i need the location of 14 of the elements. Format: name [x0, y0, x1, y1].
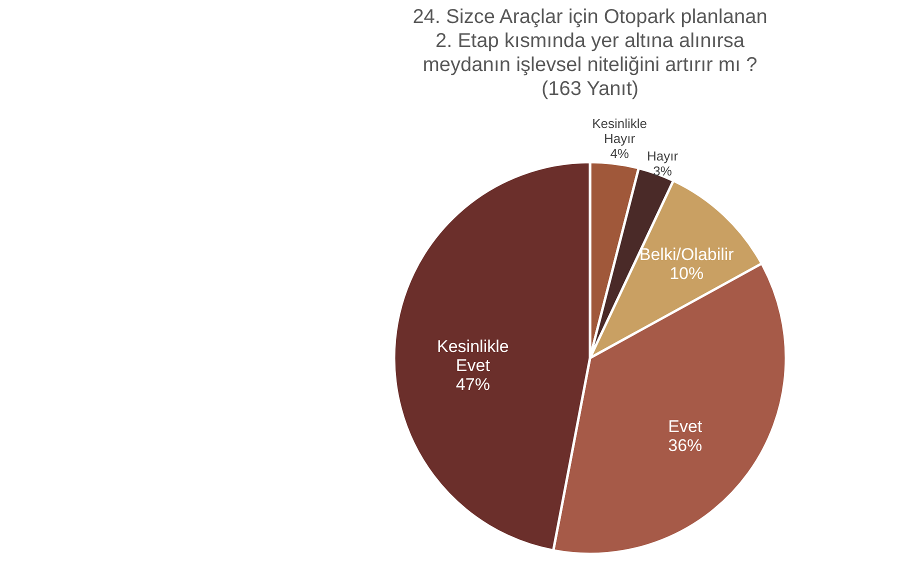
text: 2. Etap kısmında yer altına alınırsa — [435, 30, 745, 52]
data-label: 36% — [668, 436, 702, 456]
data-label: 4% — [610, 146, 630, 161]
slice-label: Evet — [668, 417, 702, 436]
slice-label: Kesinlikle Evet — [437, 336, 509, 375]
text: (163 Yanıt) — [541, 78, 639, 100]
data-label: 47% — [456, 374, 490, 394]
slice-label: Belki/Olabilir — [639, 245, 734, 264]
slice-label: Hayır — [646, 148, 679, 164]
data-label: 10% — [670, 264, 704, 284]
text: meydanın işlevsel niteliğini artırır mı ? — [422, 54, 758, 76]
slice-label: Kesinlikle Hayır — [592, 116, 648, 146]
text: 24. Sizce Araçlar için Otopark planlanan — [412, 6, 768, 28]
data-label: 3% — [653, 164, 672, 179]
